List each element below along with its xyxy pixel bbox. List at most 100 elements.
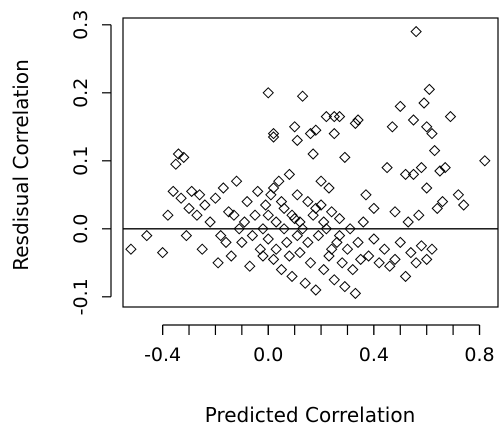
data-point [233, 223, 245, 235]
data-point [479, 155, 491, 167]
data-point [336, 257, 348, 269]
data-point [426, 243, 438, 255]
data-point [241, 195, 253, 208]
data-point [225, 250, 237, 262]
data-point [288, 121, 301, 133]
data-point [288, 212, 301, 225]
data-point [254, 243, 267, 255]
data-point [373, 257, 385, 269]
data-point [302, 195, 314, 208]
plot-frame [122, 17, 499, 308]
data-point [251, 185, 264, 198]
data-point [333, 229, 346, 242]
data-point [238, 216, 251, 228]
data-point [265, 189, 277, 201]
data-point [389, 206, 401, 218]
data-point [349, 287, 362, 300]
data-point [407, 114, 420, 126]
data-point [281, 236, 293, 249]
data-point [246, 229, 259, 242]
data-point [352, 236, 364, 249]
data-point [420, 253, 433, 266]
data-point [291, 189, 304, 201]
y-tick-label: -0.1 [70, 278, 92, 315]
y-tick-label: 0.0 [70, 214, 92, 244]
data-point [357, 216, 370, 228]
data-point [156, 246, 169, 259]
data-point [217, 182, 230, 194]
data-point [180, 229, 193, 242]
data-point [302, 236, 314, 249]
data-point [199, 199, 211, 211]
data-point [259, 199, 272, 211]
data-point [354, 253, 367, 266]
data-point [368, 202, 380, 215]
data-point [394, 100, 406, 113]
data-point [399, 270, 412, 283]
data-point [185, 185, 198, 198]
data-point [333, 212, 346, 225]
data-point [317, 263, 330, 276]
data-point [413, 209, 425, 221]
y-axis-title: Resdisual Correlation [9, 59, 33, 271]
data-point [378, 243, 391, 255]
data-point [331, 236, 343, 249]
data-point [262, 209, 274, 221]
data-point [270, 243, 282, 255]
data-point [415, 240, 428, 252]
data-point [368, 233, 380, 245]
data-point [381, 161, 393, 174]
data-point [230, 175, 243, 187]
data-point [141, 229, 153, 242]
data-point [257, 250, 269, 262]
data-point [191, 209, 203, 221]
data-point [283, 168, 296, 181]
data-point [341, 243, 354, 255]
data-point [294, 216, 306, 228]
data-point [418, 97, 430, 109]
data-point [399, 168, 412, 181]
x-tick-label: 0.4 [359, 344, 389, 366]
data-point [193, 189, 206, 201]
data-point [304, 257, 317, 269]
x-tick-label: 0.8 [464, 344, 494, 366]
data-point [286, 270, 298, 283]
data-point [299, 277, 311, 289]
data-point [215, 229, 227, 242]
data-point [307, 209, 319, 221]
data-point [339, 280, 351, 293]
data-point [415, 161, 428, 174]
data-point [167, 185, 179, 198]
data-point [291, 134, 304, 147]
data-point [257, 223, 269, 235]
data-point [328, 127, 340, 140]
data-point [457, 199, 470, 211]
data-point [175, 192, 187, 204]
data-point [236, 236, 248, 249]
data-point [183, 202, 195, 215]
data-point [262, 87, 274, 99]
data-point [283, 250, 296, 262]
data-point [291, 229, 304, 242]
data-point [196, 243, 208, 255]
data-point [402, 216, 414, 228]
data-point [294, 246, 306, 259]
data-point [228, 209, 240, 221]
data-point [315, 199, 327, 211]
data-point [286, 209, 298, 221]
data-point [125, 243, 137, 255]
data-point [325, 206, 338, 218]
data-point [278, 202, 290, 215]
data-point [428, 144, 441, 157]
data-point [267, 182, 280, 194]
data-point [310, 124, 322, 136]
data-point [444, 110, 457, 123]
data-point [304, 127, 317, 140]
data-point [328, 274, 340, 286]
data-point [426, 127, 438, 140]
data-point [172, 148, 185, 160]
data-point [220, 236, 232, 249]
data-point [420, 121, 433, 133]
data-point [296, 90, 309, 102]
data-point [360, 189, 372, 201]
